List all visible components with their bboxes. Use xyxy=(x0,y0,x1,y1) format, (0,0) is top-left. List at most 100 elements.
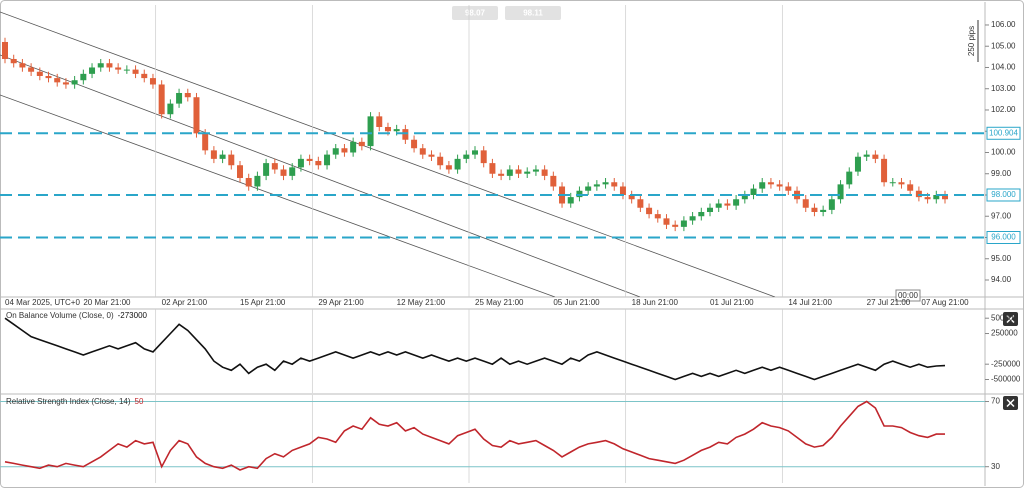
candle-body xyxy=(480,150,487,164)
candle-body xyxy=(10,58,17,64)
y-tick-label: -500000 xyxy=(991,375,1021,384)
candle-body xyxy=(637,199,644,208)
candle-body xyxy=(654,214,661,219)
candle-body xyxy=(228,154,235,166)
candle-body xyxy=(263,163,270,176)
candle-body xyxy=(384,126,391,132)
candle-body xyxy=(828,199,835,210)
candle-body xyxy=(428,154,435,157)
level-box xyxy=(986,126,1021,140)
candle-body xyxy=(324,154,331,166)
indicator-name: Relative Strength Index (Close, 14) xyxy=(6,397,131,406)
candle-body xyxy=(106,63,113,68)
candle-body xyxy=(193,97,200,134)
candle-body xyxy=(628,194,635,200)
x-tick-label: 20 Mar 21:00 xyxy=(83,298,131,307)
candle-body xyxy=(837,184,844,200)
y-tick-label: 103.00 xyxy=(991,84,1016,93)
candle-body xyxy=(585,186,592,191)
candle-body xyxy=(115,67,122,70)
candle-body xyxy=(36,71,43,76)
candle-body xyxy=(933,194,940,200)
candle-body xyxy=(176,92,183,104)
candle-body xyxy=(97,63,104,68)
x-tick-label: 25 May 21:00 xyxy=(475,298,524,307)
candle-body xyxy=(167,103,174,115)
candle-body xyxy=(680,220,687,227)
y-tick-label: 500000 xyxy=(991,313,1018,322)
candle-body xyxy=(402,129,409,140)
candle-body xyxy=(515,169,522,174)
candle-body xyxy=(506,169,513,176)
candle-body xyxy=(184,92,191,98)
candle-body xyxy=(915,190,922,198)
candle-body xyxy=(524,171,531,174)
x-tick-label: 04 Mar 2025, UTC+0 xyxy=(5,298,80,307)
candle-body xyxy=(306,158,313,161)
y-tick-label: 30 xyxy=(991,462,1000,471)
candle-body xyxy=(472,150,478,155)
y-tick-label: 94.00 xyxy=(991,275,1012,284)
candle-body xyxy=(254,175,261,187)
candle-body xyxy=(341,148,348,153)
level-label: 96.000 xyxy=(991,233,1016,242)
crosshair-box xyxy=(895,289,921,302)
level-box xyxy=(986,230,1021,244)
candle-body xyxy=(759,182,766,189)
candle-body xyxy=(741,194,748,200)
candle-body xyxy=(576,190,583,198)
trend-channel xyxy=(0,11,776,297)
candle-body xyxy=(872,154,879,159)
x-tick-label: 29 Apr 21:00 xyxy=(318,298,364,307)
y-tick-label: 100.00 xyxy=(991,148,1016,157)
candle-body xyxy=(132,69,139,74)
candle-body xyxy=(419,148,426,155)
candle-body xyxy=(210,150,217,159)
candle-body xyxy=(2,41,8,59)
candle-body xyxy=(19,63,26,68)
candle-body xyxy=(219,154,226,159)
panel xyxy=(0,400,985,471)
candle-body xyxy=(672,224,679,227)
candle-body xyxy=(289,167,296,176)
candle-body xyxy=(541,169,548,176)
x-tick-label: 18 Jun 21:00 xyxy=(632,298,679,307)
candle-body xyxy=(785,186,792,191)
y-tick-label: 70 xyxy=(991,397,1000,406)
candle-body xyxy=(376,116,383,127)
bid-box[interactable] xyxy=(452,6,498,20)
candle-body xyxy=(889,182,896,184)
candle-body xyxy=(141,73,148,79)
candle-body xyxy=(593,184,600,187)
panel xyxy=(4,317,946,381)
y-tick-label: 97.00 xyxy=(991,211,1012,220)
ask-box[interactable] xyxy=(505,6,561,20)
candle-body xyxy=(437,156,444,166)
x-tick-label: 02 Apr 21:00 xyxy=(162,298,208,307)
candle-body xyxy=(733,199,740,206)
candle-body xyxy=(724,203,731,206)
candle-body xyxy=(854,156,861,172)
indicator-title: On Balance Volume (Close, 0) -273000 xyxy=(6,311,148,320)
candle-body xyxy=(924,197,931,200)
y-tick-label: 99.00 xyxy=(991,169,1012,178)
y-tick-label: -250000 xyxy=(991,359,1021,368)
y-tick-label: 250000 xyxy=(991,329,1018,338)
candle-body xyxy=(62,82,69,85)
close-button[interactable] xyxy=(1003,312,1018,326)
panel xyxy=(2,37,948,232)
x-tick-label: 07 Aug 21:00 xyxy=(921,298,969,307)
candle-body xyxy=(445,165,452,170)
y-tick-label: 104.00 xyxy=(991,63,1016,72)
y-tick-label: 102.00 xyxy=(991,105,1016,114)
candle-body xyxy=(71,80,78,85)
close-button[interactable] xyxy=(1003,396,1018,410)
indicator-line xyxy=(4,317,946,381)
candle-body xyxy=(567,197,574,204)
candle-body xyxy=(802,199,809,208)
candle-body xyxy=(332,148,339,155)
candle-body xyxy=(367,116,374,147)
x-tick-label: 12 May 21:00 xyxy=(397,298,446,307)
candle-body xyxy=(123,69,130,71)
